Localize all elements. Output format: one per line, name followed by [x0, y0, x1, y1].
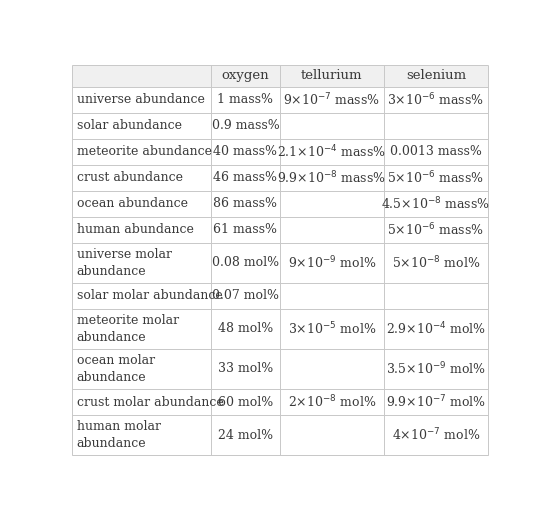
Text: 48 mol%: 48 mol% [218, 322, 273, 335]
Text: 2.9×10$^{-4}$ mol%: 2.9×10$^{-4}$ mol% [386, 320, 486, 337]
Text: universe molar
abundance: universe molar abundance [76, 248, 171, 278]
Text: 86 mass%: 86 mass% [213, 197, 277, 210]
Text: 61 mass%: 61 mass% [213, 223, 277, 236]
Text: 0.9 mass%: 0.9 mass% [212, 119, 280, 132]
Text: 5×10$^{-6}$ mass%: 5×10$^{-6}$ mass% [388, 221, 484, 238]
Text: oxygen: oxygen [222, 70, 269, 82]
Text: 46 mass%: 46 mass% [213, 171, 277, 184]
Text: crust abundance: crust abundance [76, 171, 182, 184]
Text: 9.9×10$^{-7}$ mol%: 9.9×10$^{-7}$ mol% [386, 394, 486, 410]
Text: human abundance: human abundance [76, 223, 193, 236]
Text: 9.9×10$^{-8}$ mass%: 9.9×10$^{-8}$ mass% [277, 169, 387, 186]
Text: ocean molar
abundance: ocean molar abundance [76, 354, 155, 384]
Text: 40 mass%: 40 mass% [213, 145, 277, 158]
Text: 2.1×10$^{-4}$ mass%: 2.1×10$^{-4}$ mass% [277, 144, 387, 160]
Text: 4.5×10$^{-8}$ mass%: 4.5×10$^{-8}$ mass% [382, 195, 490, 212]
Text: tellurium: tellurium [301, 70, 363, 82]
Text: 1 mass%: 1 mass% [217, 94, 274, 107]
Text: ocean abundance: ocean abundance [76, 197, 188, 210]
Text: 3×10$^{-6}$ mass%: 3×10$^{-6}$ mass% [388, 92, 484, 108]
Text: 0.0013 mass%: 0.0013 mass% [390, 145, 482, 158]
Text: human molar
abundance: human molar abundance [76, 420, 161, 450]
Text: 24 mol%: 24 mol% [218, 428, 273, 441]
Text: 2×10$^{-8}$ mol%: 2×10$^{-8}$ mol% [288, 394, 376, 410]
Text: 9×10$^{-9}$ mol%: 9×10$^{-9}$ mol% [288, 254, 376, 271]
Text: crust molar abundance: crust molar abundance [76, 396, 223, 408]
Text: 3.5×10$^{-9}$ mol%: 3.5×10$^{-9}$ mol% [386, 360, 486, 377]
Text: 5×10$^{-8}$ mol%: 5×10$^{-8}$ mol% [392, 254, 480, 271]
Text: 0.07 mol%: 0.07 mol% [212, 289, 279, 302]
Text: 33 mol%: 33 mol% [218, 363, 273, 375]
Bar [72, 65, 488, 87]
Text: universe abundance: universe abundance [76, 94, 205, 107]
Text: 0.08 mol%: 0.08 mol% [212, 256, 279, 269]
Text: 9×10$^{-7}$ mass%: 9×10$^{-7}$ mass% [283, 92, 381, 108]
Text: 3×10$^{-5}$ mol%: 3×10$^{-5}$ mol% [288, 320, 376, 337]
Text: meteorite abundance: meteorite abundance [76, 145, 212, 158]
Text: 5×10$^{-6}$ mass%: 5×10$^{-6}$ mass% [388, 169, 484, 186]
Text: meteorite molar
abundance: meteorite molar abundance [76, 314, 179, 344]
Text: solar abundance: solar abundance [76, 119, 182, 132]
Text: 4×10$^{-7}$ mol%: 4×10$^{-7}$ mol% [392, 427, 480, 443]
Text: solar molar abundance: solar molar abundance [76, 289, 222, 302]
Text: selenium: selenium [406, 70, 466, 82]
Text: 60 mol%: 60 mol% [218, 396, 273, 408]
